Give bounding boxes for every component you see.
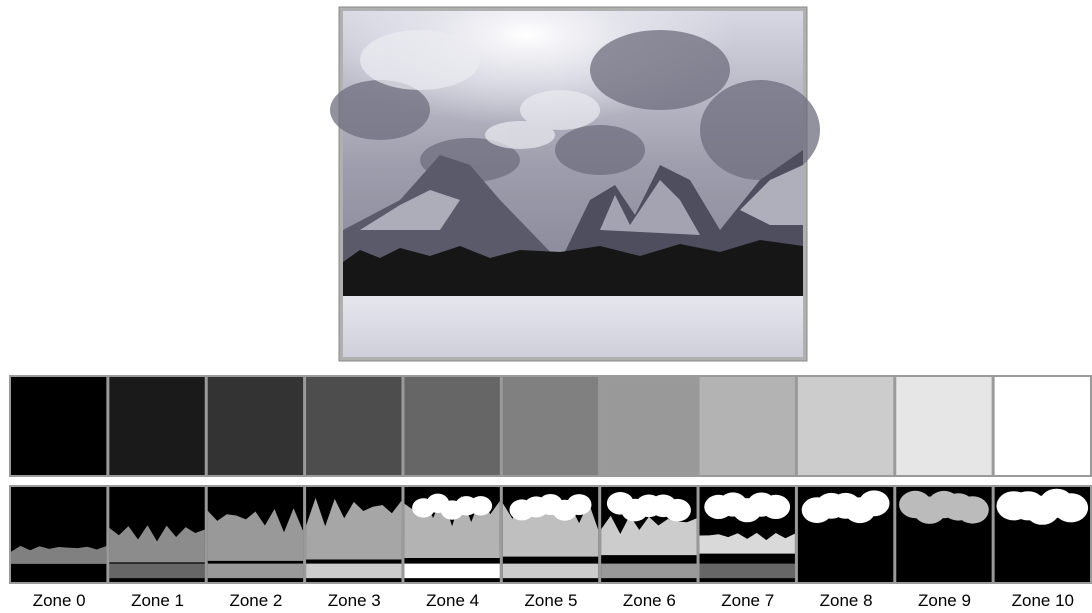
mask: [894, 485, 994, 584]
zone-label: Zone 9: [918, 591, 971, 610]
mask: [107, 485, 207, 584]
mask: [205, 485, 306, 584]
mask-shape: [306, 497, 402, 560]
mask-shape: [956, 496, 989, 524]
mask-shape: [207, 563, 304, 579]
swatch: [599, 375, 699, 477]
swatch: [500, 375, 601, 477]
swatch: [992, 375, 1092, 477]
zone-label: Zone 1: [131, 591, 184, 610]
mask: [9, 485, 109, 584]
mask-shape: [601, 515, 697, 556]
zone-label: Zone 8: [820, 591, 873, 610]
mask-shape: [109, 525, 205, 563]
zone-label: Zone 4: [426, 591, 479, 610]
mask: [599, 485, 699, 584]
mask-shape: [207, 508, 304, 561]
mask-shape: [664, 498, 691, 522]
mask-bg: [9, 485, 109, 584]
mask: [500, 485, 601, 584]
photo: [330, 6, 820, 362]
zone-label: Zone 6: [623, 591, 676, 610]
mask: [697, 485, 797, 584]
mask-shape: [699, 532, 795, 554]
swatch: [697, 375, 797, 477]
mask: [402, 485, 502, 584]
mask-shape: [699, 563, 795, 579]
zone-masks: [9, 485, 1092, 584]
zone-label: Zone 7: [721, 591, 774, 610]
mask-shape: [502, 563, 599, 579]
swatch: [107, 375, 207, 477]
mask-shape: [566, 494, 592, 516]
swatch: [9, 375, 109, 477]
mask-shape: [306, 563, 402, 579]
mask: [795, 485, 896, 584]
mask-shape: [109, 563, 205, 579]
zone-label: Zone 3: [328, 591, 381, 610]
swatch: [205, 375, 306, 477]
mask-shape: [11, 545, 107, 564]
mask-shape: [1053, 493, 1089, 523]
swatch: [795, 375, 896, 477]
zone-label: Zone 0: [33, 591, 86, 610]
zone-labels: Zone 0 Zone 1 Zone 2 Zone 3 Zone 4 Zone 5 Zone…: [33, 591, 1074, 610]
mask-shape: [601, 563, 697, 579]
zone-label: Zone 2: [229, 591, 282, 610]
mask-shape: [858, 490, 890, 517]
mask-shape: [404, 563, 500, 579]
mask-shape: [469, 496, 493, 516]
mask: [992, 485, 1092, 584]
mask-shape: [761, 494, 791, 519]
zone-label: Zone 10: [1012, 591, 1074, 610]
zone-swatches: [9, 375, 1092, 477]
mask: [304, 485, 404, 584]
swatch: [304, 375, 404, 477]
zone-label: Zone 5: [525, 591, 578, 610]
swatch: [402, 375, 502, 477]
swatch: [894, 375, 994, 477]
